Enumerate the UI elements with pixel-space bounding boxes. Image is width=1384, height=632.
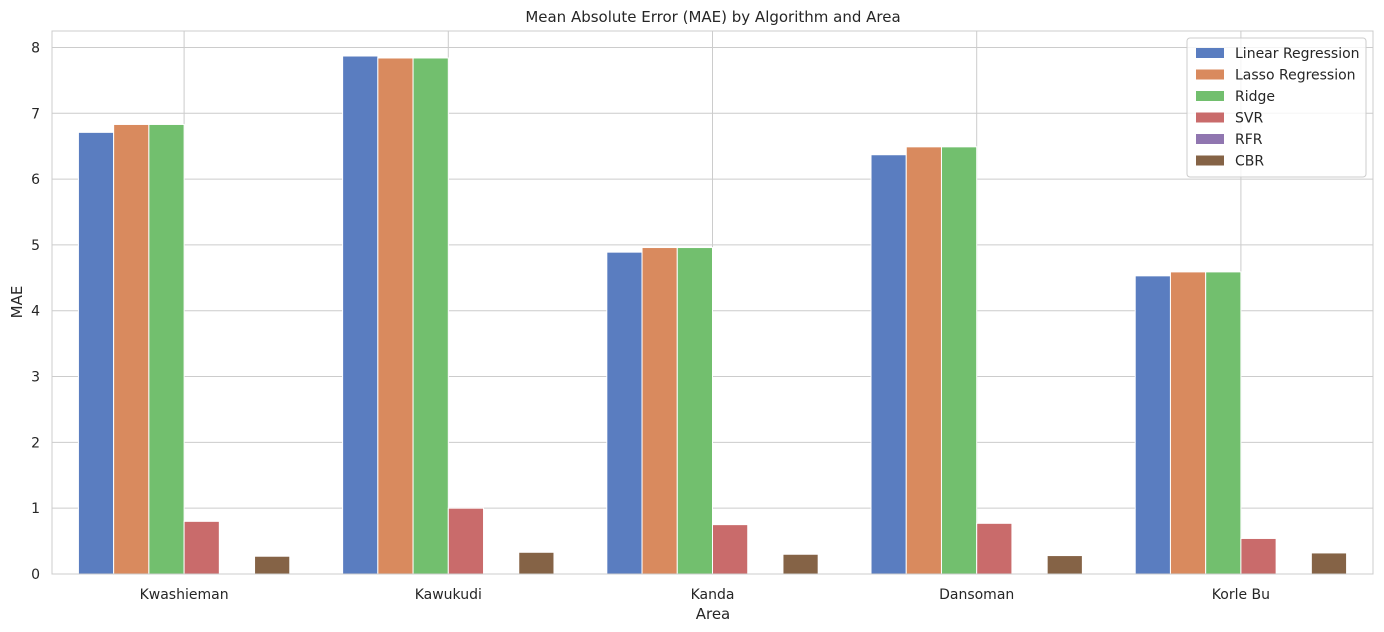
legend-entry-label: Lasso Regression — [1235, 68, 1356, 84]
x-tick-label: Korle Bu — [1212, 587, 1270, 603]
x-tick-label: Kanda — [691, 587, 735, 603]
plot-frame — [51, 30, 1374, 575]
y-axis-title: MAE — [8, 286, 26, 319]
y-tick-label: 2 — [31, 435, 40, 451]
y-tick-label: 3 — [31, 370, 40, 386]
x-tick-label: Kawukudi — [415, 587, 482, 603]
bar-cbr-kanda — [782, 553, 819, 575]
x-tick-labels: Kwashieman Kawukudi Kanda Dansoman Korle Bu — [140, 587, 1270, 603]
bar-cbr-kawukudi — [518, 551, 555, 575]
bar-ridge-kwashieman — [148, 123, 185, 575]
bar-svr-korle-bu — [1240, 537, 1277, 575]
legend-swatch — [1196, 134, 1224, 144]
legend-entry-label: CBR — [1235, 154, 1264, 170]
bar-lasso-regression-kawukudi — [377, 57, 414, 575]
legend-swatch — [1196, 69, 1224, 80]
bar-linear-regression-dansoman — [870, 154, 907, 575]
bar-linear-regression-kwashieman — [77, 131, 115, 575]
legend: Linear Regression Lasso Regression Ridge SV… — [1186, 37, 1367, 178]
legend-frame — [1186, 37, 1367, 178]
bar-cbr-kwashieman — [254, 555, 291, 575]
chart-title: Mean Absolute Error (MAE) by Algorithm a… — [525, 8, 900, 26]
legend-swatch — [1196, 48, 1224, 58]
legend-swatch — [1196, 112, 1224, 123]
bar-linear-regression-korle-bu — [1134, 275, 1171, 575]
legend-entry-label: RFR — [1235, 132, 1263, 148]
bar-cbr-korle-bu — [1310, 552, 1348, 575]
x-axis-title: Area — [696, 605, 731, 623]
bars — [77, 55, 1348, 575]
bar-lasso-regression-dansoman — [905, 146, 942, 575]
y-tick-label: 7 — [31, 106, 40, 122]
y-tick-label: 5 — [31, 238, 40, 254]
bar-lasso-regression-kwashieman — [113, 123, 150, 575]
bar-linear-regression-kawukudi — [342, 55, 379, 575]
bar-cbr-dansoman — [1046, 555, 1083, 575]
bar-lasso-regression-korle-bu — [1169, 271, 1207, 575]
bar-svr-kanda — [712, 524, 749, 575]
bar-lasso-regression-kanda — [641, 247, 678, 575]
legend-entry-label: Linear Regression — [1235, 46, 1360, 62]
bar-svr-dansoman — [976, 522, 1013, 575]
y-tick-labels: 0 1 2 3 4 5 6 7 8 — [31, 40, 40, 583]
x-tick-label: Kwashieman — [140, 587, 229, 603]
y-tick-label: 6 — [31, 172, 40, 188]
bar-ridge-kanda — [676, 247, 713, 575]
y-tick-label: 4 — [31, 304, 40, 320]
bar-ridge-kawukudi — [412, 57, 449, 575]
bar-ridge-korle-bu — [1205, 271, 1242, 575]
bar-svr-kwashieman — [183, 520, 220, 575]
y-tick-label: 8 — [31, 40, 40, 56]
legend-entry-label: SVR — [1235, 111, 1263, 127]
bar-ridge-dansoman — [940, 146, 978, 575]
x-tick-label: Dansoman — [939, 587, 1014, 603]
y-tick-label: 0 — [31, 567, 40, 583]
legend-swatch — [1196, 91, 1224, 101]
legend-entry-label: Ridge — [1235, 89, 1275, 105]
y-tick-label: 1 — [31, 501, 40, 517]
bar-svr-kawukudi — [447, 507, 485, 575]
bar-linear-regression-kanda — [606, 251, 643, 575]
legend-swatch — [1196, 155, 1224, 166]
